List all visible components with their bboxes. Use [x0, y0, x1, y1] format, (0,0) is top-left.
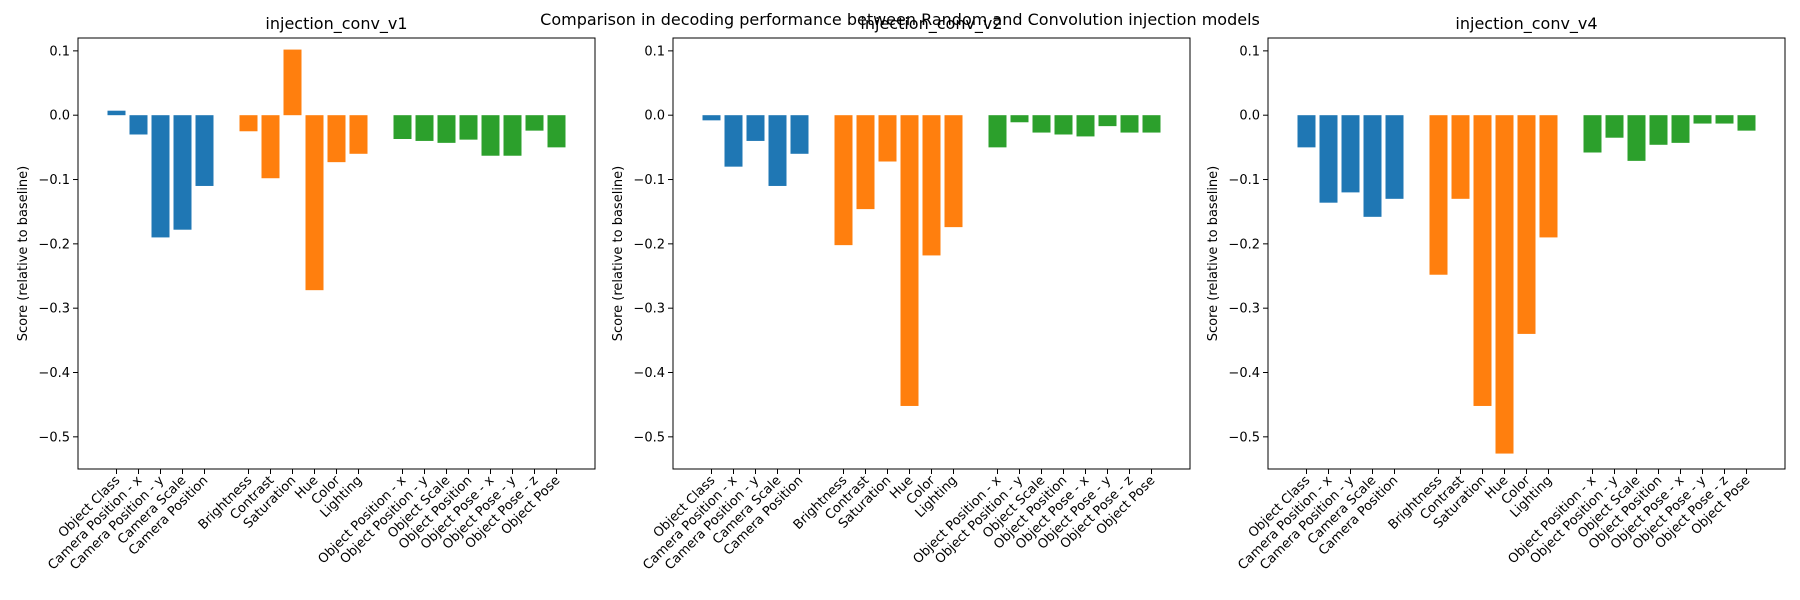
bar: [261, 115, 280, 179]
bar: [129, 115, 148, 135]
y-tick-label: 0.0: [49, 109, 70, 124]
y-axis-label: Score (relative to baseline): [16, 166, 31, 342]
bar: [415, 115, 434, 141]
bar: [834, 115, 853, 246]
y-tick-label: −0.4: [633, 366, 665, 381]
bar: [1473, 115, 1492, 406]
bar: [878, 115, 897, 162]
bar: [790, 115, 809, 154]
bar: [1627, 115, 1646, 161]
bar: [1297, 115, 1316, 148]
bar: [327, 115, 346, 163]
bar: [724, 115, 743, 167]
bar: [195, 115, 214, 186]
bar: [1429, 115, 1448, 275]
y-tick-label: −0.5: [633, 430, 665, 445]
bar: [107, 110, 126, 116]
bar: [1649, 115, 1668, 145]
bar: [922, 115, 941, 256]
bar: [1495, 115, 1514, 454]
panel-title: injection_conv_v1: [265, 14, 407, 34]
bar: [1010, 115, 1029, 123]
y-tick-label: 0.0: [1239, 109, 1260, 124]
bar: [437, 115, 456, 143]
y-axis-label: Score (relative to baseline): [611, 166, 626, 342]
bar: [1032, 115, 1051, 133]
y-tick-label: −0.1: [38, 173, 70, 188]
axes-frame: [1267, 37, 1786, 470]
y-tick-label: −0.5: [38, 430, 70, 445]
bar: [151, 115, 170, 238]
y-tick-label: −0.4: [1228, 366, 1260, 381]
bar: [1539, 115, 1558, 238]
bar: [1517, 115, 1536, 334]
panel-title: injection_conv_v2: [860, 14, 1002, 34]
bar: [702, 115, 721, 121]
bar: [547, 115, 566, 148]
y-tick-label: −0.5: [1228, 430, 1260, 445]
y-tick-label: −0.4: [38, 366, 70, 381]
y-axis-label: Score (relative to baseline): [1206, 166, 1221, 342]
bar: [459, 115, 478, 140]
bar: [239, 115, 258, 132]
bar: [1671, 115, 1690, 143]
bar: [1142, 115, 1161, 133]
bar: [283, 49, 302, 116]
bar: [988, 115, 1007, 148]
bar: [1583, 115, 1602, 153]
y-tick-label: 0.0: [644, 109, 665, 124]
bar: [503, 115, 522, 156]
panel-title: injection_conv_v4: [1455, 14, 1597, 34]
y-tick-label: −0.2: [633, 237, 665, 252]
y-tick-label: −0.1: [1228, 173, 1260, 188]
axes-frame: [77, 37, 596, 470]
bar: [1363, 115, 1382, 217]
y-tick-label: −0.3: [1228, 302, 1260, 317]
bar: [1693, 115, 1712, 124]
bar: [393, 115, 412, 139]
bar: [1076, 115, 1095, 137]
chart-panels: injection_conv_v1 Score (relative to base…: [16, 14, 1786, 573]
y-tick-label: 0.1: [49, 44, 70, 59]
y-tick-label: 0.1: [1239, 44, 1260, 59]
bar: [173, 115, 192, 230]
bar: [856, 115, 875, 210]
bar: [746, 115, 765, 141]
bar: [1120, 115, 1139, 133]
figure-suptitle: Comparison in decoding performance betwe…: [540, 10, 1260, 29]
y-tick-label: −0.3: [38, 302, 70, 317]
bar: [944, 115, 963, 228]
bar: [1341, 115, 1360, 193]
bar: [1054, 115, 1073, 135]
chart-panel: injection_conv_v2 Score (relative to base…: [611, 14, 1191, 573]
bar: [1605, 115, 1624, 138]
y-tick-label: −0.2: [38, 237, 70, 252]
chart-panel: injection_conv_v1 Score (relative to base…: [16, 14, 596, 573]
y-tick-label: 0.1: [644, 44, 665, 59]
bar: [349, 115, 368, 154]
bar: [1737, 115, 1756, 131]
y-tick-label: −0.1: [633, 173, 665, 188]
y-tick-label: −0.3: [633, 302, 665, 317]
bar: [1098, 115, 1117, 127]
y-tick-label: −0.2: [1228, 237, 1260, 252]
chart-panel: injection_conv_v4 Score (relative to base…: [1206, 14, 1786, 573]
bar: [1385, 115, 1404, 199]
bar: [525, 115, 544, 131]
bar: [1451, 115, 1470, 199]
bar: [768, 115, 787, 186]
bar: [1319, 115, 1338, 203]
bar: [900, 115, 919, 406]
bar: [481, 115, 500, 156]
bar: [305, 115, 324, 291]
axes-frame: [672, 37, 1191, 470]
bar: [1715, 115, 1734, 124]
